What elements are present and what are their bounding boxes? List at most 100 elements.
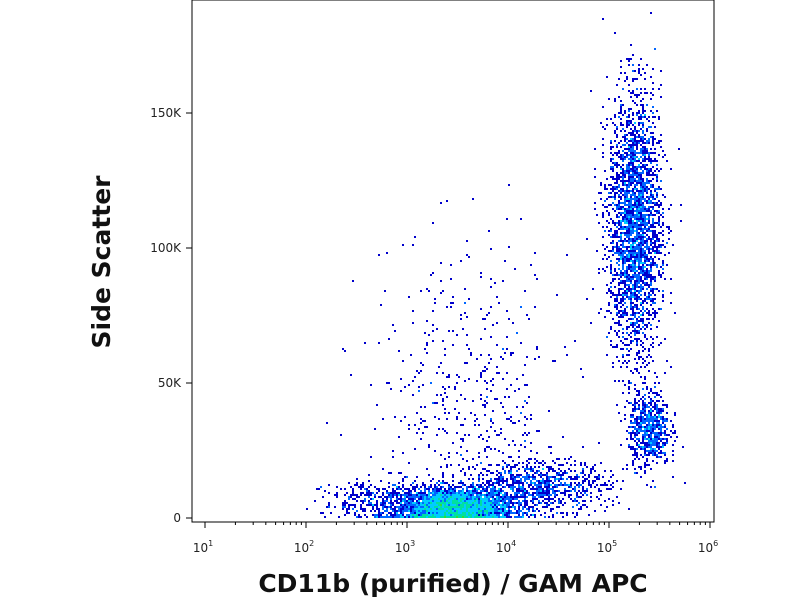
event-dot bbox=[650, 264, 652, 266]
event-dot bbox=[552, 514, 554, 516]
event-dot bbox=[618, 220, 620, 222]
event-dot bbox=[654, 372, 656, 374]
event-dot bbox=[640, 318, 642, 320]
event-dot bbox=[636, 394, 638, 396]
event-dot bbox=[362, 492, 364, 494]
event-dot bbox=[650, 432, 652, 434]
event-dot bbox=[466, 494, 468, 496]
event-dot bbox=[652, 288, 654, 290]
event-dot bbox=[508, 444, 510, 446]
event-dot bbox=[376, 508, 378, 510]
event-dot bbox=[624, 130, 626, 132]
event-dot bbox=[602, 484, 604, 486]
event-dot bbox=[626, 58, 628, 60]
event-dot bbox=[602, 268, 604, 270]
event-dot bbox=[506, 418, 508, 420]
event-dot bbox=[650, 248, 652, 250]
event-dot bbox=[586, 298, 588, 300]
event-dot bbox=[476, 504, 478, 506]
event-dot bbox=[540, 514, 542, 516]
event-dot bbox=[648, 152, 650, 154]
event-dot bbox=[650, 444, 652, 446]
event-dot bbox=[526, 492, 528, 494]
event-dot bbox=[510, 416, 512, 418]
event-dot bbox=[462, 512, 464, 514]
event-dot bbox=[658, 220, 660, 222]
event-dot bbox=[440, 502, 442, 504]
event-dot bbox=[514, 476, 516, 478]
event-dot bbox=[572, 478, 574, 480]
event-dot bbox=[638, 428, 640, 430]
event-dot bbox=[576, 474, 578, 476]
event-dot bbox=[614, 300, 616, 302]
event-dot bbox=[646, 104, 648, 106]
x-tick-label: 103 bbox=[395, 539, 415, 555]
event-dot bbox=[464, 498, 466, 500]
event-dot bbox=[624, 250, 626, 252]
event-dot bbox=[656, 412, 658, 414]
event-dot bbox=[522, 512, 524, 514]
event-dot bbox=[678, 148, 680, 150]
event-dot bbox=[628, 236, 630, 238]
event-dot bbox=[628, 122, 630, 124]
event-dot bbox=[526, 504, 528, 506]
event-dot bbox=[504, 504, 506, 506]
event-dot bbox=[636, 142, 638, 144]
event-dot bbox=[498, 372, 500, 374]
event-dot bbox=[446, 200, 448, 202]
event-dot bbox=[590, 472, 592, 474]
event-dot bbox=[496, 492, 498, 494]
event-dot bbox=[412, 482, 414, 484]
event-dot bbox=[636, 180, 638, 182]
event-dot bbox=[658, 456, 660, 458]
event-dot bbox=[650, 148, 652, 150]
event-dot bbox=[358, 514, 360, 516]
event-dot bbox=[522, 466, 524, 468]
event-dot bbox=[620, 314, 622, 316]
event-dot bbox=[384, 510, 386, 512]
event-dot bbox=[422, 504, 424, 506]
event-dot bbox=[472, 492, 474, 494]
event-dot bbox=[520, 490, 522, 492]
event-dot bbox=[434, 504, 436, 506]
event-dot bbox=[456, 432, 458, 434]
event-dot bbox=[418, 502, 420, 504]
event-dot bbox=[618, 502, 620, 504]
event-dot bbox=[642, 252, 644, 254]
event-dot bbox=[514, 482, 516, 484]
event-dot bbox=[510, 474, 512, 476]
event-dot bbox=[608, 256, 610, 258]
event-dot bbox=[612, 362, 614, 364]
event-dot bbox=[630, 150, 632, 152]
event-dot bbox=[634, 216, 636, 218]
event-dot bbox=[668, 228, 670, 230]
event-dot bbox=[660, 168, 662, 170]
event-dot bbox=[510, 476, 512, 478]
event-dot bbox=[524, 384, 526, 386]
event-dot bbox=[528, 468, 530, 470]
event-dot bbox=[562, 492, 564, 494]
event-dot bbox=[456, 400, 458, 402]
event-dot bbox=[620, 192, 622, 194]
event-dot bbox=[354, 484, 356, 486]
event-dot bbox=[538, 484, 540, 486]
event-dot bbox=[632, 80, 634, 82]
event-dot bbox=[496, 502, 498, 504]
event-dot bbox=[636, 472, 638, 474]
event-dot bbox=[450, 506, 452, 508]
event-dot bbox=[658, 442, 660, 444]
event-dot bbox=[454, 490, 456, 492]
event-dot bbox=[576, 484, 578, 486]
event-dot bbox=[630, 144, 632, 146]
event-dot bbox=[488, 362, 490, 364]
event-dot bbox=[622, 144, 624, 146]
event-dot bbox=[640, 356, 642, 358]
event-dot bbox=[396, 496, 398, 498]
event-dot bbox=[422, 432, 424, 434]
event-dot bbox=[648, 438, 650, 440]
event-dot bbox=[432, 272, 434, 274]
event-dot bbox=[626, 464, 628, 466]
event-dot bbox=[644, 246, 646, 248]
event-dot bbox=[488, 504, 490, 506]
event-dot bbox=[620, 348, 622, 350]
